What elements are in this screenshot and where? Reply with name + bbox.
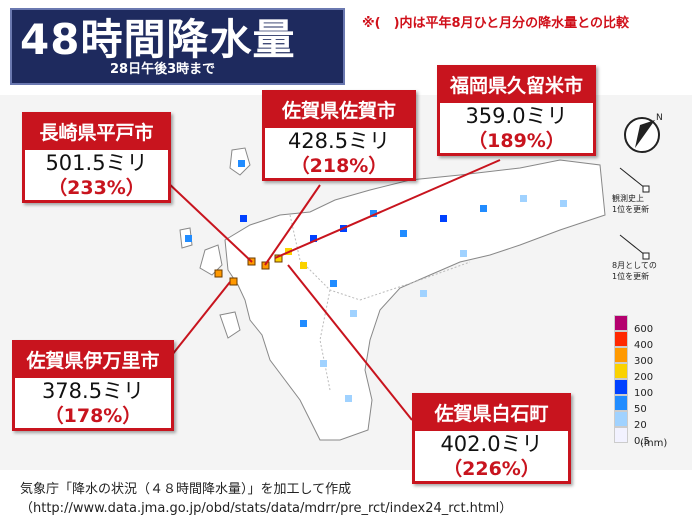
footer-line: （http://www.data.jma.go.jp/obd/stats/dat… bbox=[20, 501, 513, 516]
scale-swatch bbox=[614, 379, 628, 395]
marker-legend-text: 8月としての bbox=[612, 261, 657, 270]
callout-amount: 428.5ミリ bbox=[287, 129, 391, 153]
note: ※( )内は平年8月ひと月分の降水量との比較 bbox=[362, 16, 630, 31]
scale-label: 600 bbox=[634, 324, 654, 335]
callout: 佐賀県佐賀市 428.5ミリ （218%） bbox=[262, 90, 416, 181]
scale-swatch bbox=[614, 427, 628, 443]
callout: 佐賀県伊万里市 378.5ミリ （178%） bbox=[12, 340, 174, 431]
callout: 長崎県平戸市 501.5ミリ （233%） bbox=[22, 112, 171, 203]
title: 48時間降水量 bbox=[20, 15, 296, 64]
scale-swatch bbox=[614, 347, 628, 363]
callout-amount: 501.5ミリ bbox=[45, 151, 148, 175]
callout-place: 佐賀県佐賀市 bbox=[265, 93, 413, 128]
marker-legend-text: 1位を更新 bbox=[612, 272, 650, 281]
callout-place: 長崎県平戸市 bbox=[25, 115, 168, 150]
scale-swatch bbox=[614, 411, 628, 427]
callout-place: 福岡県久留米市 bbox=[440, 68, 593, 103]
land bbox=[179, 147, 606, 441]
callout-ratio: （178%） bbox=[44, 405, 142, 427]
footer-line: 気象庁「降水の状況（４８時間降水量）」を加工して作成 bbox=[20, 482, 352, 497]
scale-swatch bbox=[614, 331, 628, 347]
marker-legend-symbols bbox=[619, 167, 650, 260]
scale-swatch bbox=[614, 395, 628, 411]
callout: 福岡県久留米市 359.0ミリ （189%） bbox=[437, 65, 596, 156]
scale-label: 100 bbox=[634, 388, 654, 399]
scale-label: 20 bbox=[634, 420, 647, 431]
callout-amount: 359.0ミリ bbox=[465, 104, 568, 128]
marker-legend-text: 観測史上 bbox=[612, 194, 644, 203]
callout-ratio: （189%） bbox=[468, 130, 565, 152]
scale-label: 300 bbox=[634, 356, 654, 367]
marker-legend-text: 1位を更新 bbox=[612, 205, 650, 214]
compass: N bbox=[624, 113, 663, 153]
borders bbox=[289, 214, 471, 391]
callout-ratio: （226%） bbox=[443, 458, 540, 480]
callout-place: 佐賀県伊万里市 bbox=[15, 343, 171, 378]
svg-text:N: N bbox=[656, 113, 663, 123]
scale-unit: (mm) bbox=[640, 438, 668, 449]
scale-swatch bbox=[614, 315, 628, 331]
marker-legend-1: 観測史上 1位を更新 bbox=[612, 193, 649, 215]
scale-label: 400 bbox=[634, 340, 654, 351]
subtitle: 28日午後3時まで bbox=[110, 62, 216, 77]
scale-label: 200 bbox=[634, 372, 654, 383]
callout-ratio: （233%） bbox=[48, 177, 145, 199]
leader-lines bbox=[164, 159, 501, 421]
callout-amount: 402.0ミリ bbox=[440, 432, 543, 456]
scale-label: 0.5 bbox=[634, 436, 650, 447]
callout-ratio: （218%） bbox=[290, 155, 388, 177]
scale-swatch bbox=[614, 363, 628, 379]
callout-amount: 378.5ミリ bbox=[41, 379, 145, 403]
title-box bbox=[10, 8, 345, 85]
marker-legend-2: 8月としての 1位を更新 bbox=[612, 260, 657, 282]
callout: 佐賀県白石町 402.0ミリ （226%） bbox=[412, 393, 571, 484]
scale-label: 50 bbox=[634, 404, 647, 415]
callout-place: 佐賀県白石町 bbox=[415, 396, 568, 431]
